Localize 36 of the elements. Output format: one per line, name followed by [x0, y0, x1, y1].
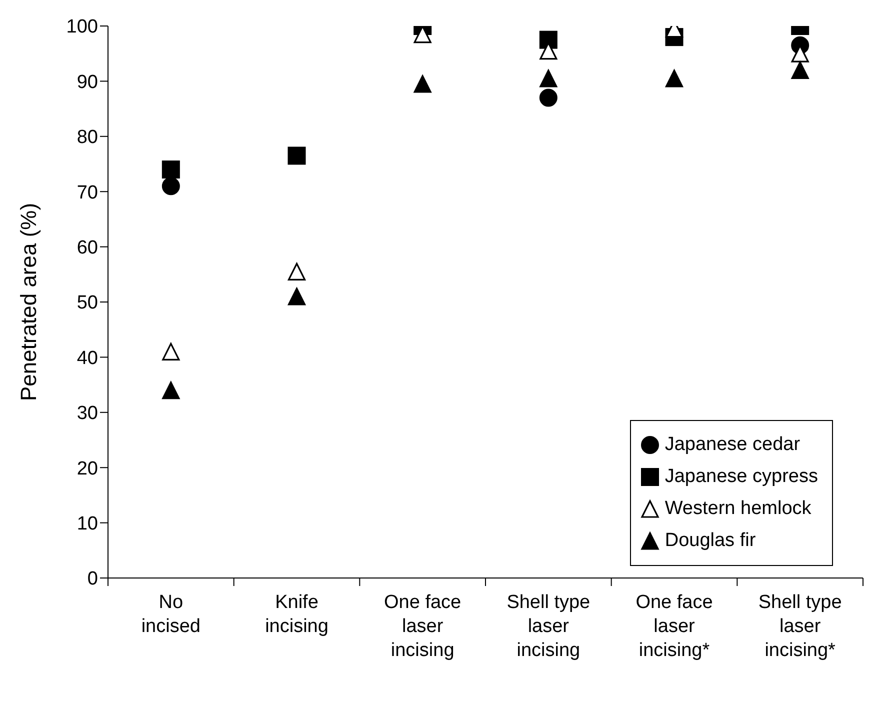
- legend-label: Western hemlock: [664, 498, 812, 520]
- point: [162, 342, 180, 360]
- legend-label: Douglas fir: [664, 530, 756, 552]
- y-tick-label: 70: [76, 182, 98, 204]
- point: [288, 262, 306, 280]
- y-axis-title: Penetrated area (%): [16, 202, 41, 402]
- point: [288, 288, 306, 306]
- point: [414, 75, 432, 93]
- y-tick-label: 40: [76, 348, 98, 369]
- point: [539, 30, 558, 49]
- y-tick-label: 50: [76, 292, 98, 314]
- x-tick-label: Shell type laser incising: [506, 592, 590, 661]
- y-tick-label: 0: [87, 568, 98, 590]
- legend-label: Japanese cedar: [664, 434, 800, 456]
- point: [288, 146, 306, 165]
- point: [162, 160, 180, 179]
- y-tick-label: 100: [66, 16, 98, 38]
- point: [791, 61, 809, 79]
- point: [162, 177, 180, 196]
- point: [539, 88, 558, 107]
- y-tick-label: 30: [76, 403, 98, 424]
- x-tick-label: Knife incising: [265, 592, 328, 637]
- x-tick-label: One face laser incising: [384, 592, 462, 661]
- x-tick-label: No incised: [141, 592, 200, 637]
- point: [414, 26, 432, 44]
- y-tick-label: 10: [76, 514, 98, 535]
- point: [540, 70, 558, 88]
- x-tick-label: Shell type laser incising*: [758, 592, 842, 661]
- legend-label: Japanese cypress: [664, 466, 818, 488]
- y-tick-label: 80: [76, 127, 98, 148]
- x-tick-label: One face laser incising*: [636, 592, 713, 661]
- y-tick-label: 20: [76, 458, 98, 480]
- y-tick-label: 90: [76, 72, 98, 93]
- point: [665, 70, 684, 88]
- y-tick-label: 60: [76, 238, 98, 259]
- point: [162, 382, 180, 400]
